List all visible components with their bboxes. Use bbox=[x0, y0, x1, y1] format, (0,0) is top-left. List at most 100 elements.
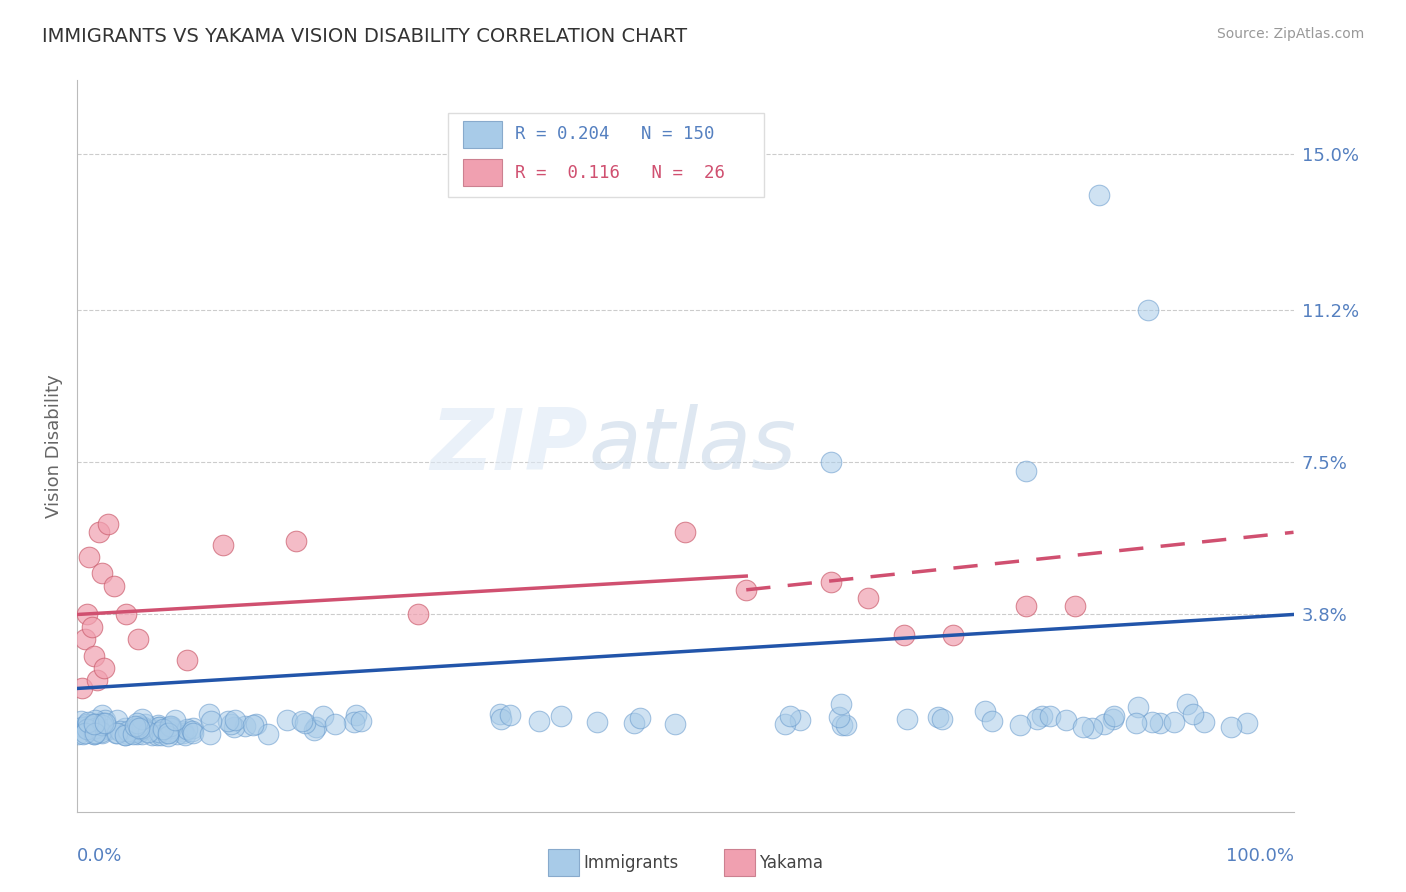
Point bbox=[927, 709, 949, 723]
Point bbox=[276, 714, 298, 728]
Point bbox=[148, 720, 170, 734]
Point bbox=[1194, 714, 1216, 729]
Point bbox=[124, 719, 146, 733]
Point bbox=[72, 727, 94, 741]
Text: Yakama: Yakama bbox=[759, 854, 824, 871]
Point bbox=[163, 713, 186, 727]
Point bbox=[820, 574, 842, 589]
Point bbox=[83, 648, 105, 663]
Point bbox=[285, 533, 308, 548]
Point bbox=[90, 717, 112, 731]
Point bbox=[94, 716, 117, 731]
Point bbox=[1175, 697, 1198, 711]
Point bbox=[122, 727, 145, 741]
Point bbox=[94, 713, 117, 727]
Point bbox=[830, 698, 852, 712]
Point bbox=[79, 719, 101, 733]
Text: Immigrants: Immigrants bbox=[583, 854, 679, 871]
Point bbox=[217, 714, 239, 728]
Text: atlas: atlas bbox=[588, 404, 796, 488]
Point bbox=[1181, 706, 1204, 721]
Point bbox=[127, 632, 149, 647]
Point bbox=[779, 709, 801, 723]
Point bbox=[675, 525, 697, 540]
Point bbox=[294, 716, 316, 731]
Point bbox=[148, 724, 170, 739]
Point bbox=[623, 715, 645, 730]
Point bbox=[124, 721, 146, 735]
Y-axis label: Vision Disability: Vision Disability bbox=[45, 374, 63, 518]
Point bbox=[76, 716, 98, 731]
Point bbox=[233, 719, 256, 733]
Point bbox=[125, 727, 148, 741]
Point bbox=[136, 725, 159, 739]
Point bbox=[527, 714, 550, 729]
Text: Source: ZipAtlas.com: Source: ZipAtlas.com bbox=[1216, 27, 1364, 41]
Point bbox=[1073, 720, 1095, 734]
Point bbox=[219, 717, 242, 731]
Point bbox=[1102, 708, 1125, 723]
Point bbox=[146, 728, 169, 742]
Point bbox=[114, 728, 136, 742]
Point bbox=[87, 724, 110, 739]
Point bbox=[942, 628, 965, 642]
Point bbox=[406, 607, 429, 622]
Point bbox=[117, 724, 139, 739]
Point bbox=[550, 709, 572, 723]
Point bbox=[304, 723, 326, 737]
Text: R =  0.116   N =  26: R = 0.116 N = 26 bbox=[515, 164, 725, 182]
Point bbox=[974, 704, 997, 718]
Point bbox=[1219, 720, 1241, 734]
Point bbox=[488, 706, 510, 721]
Point bbox=[76, 607, 98, 622]
Point bbox=[1031, 709, 1053, 723]
Point bbox=[129, 723, 152, 738]
Point bbox=[1038, 709, 1060, 723]
Point bbox=[1015, 599, 1038, 614]
Point bbox=[499, 707, 522, 722]
Point bbox=[773, 716, 796, 731]
Point bbox=[70, 714, 93, 729]
Point bbox=[981, 714, 1004, 729]
Point bbox=[343, 715, 366, 730]
Point bbox=[157, 725, 180, 739]
Point bbox=[128, 721, 150, 735]
Text: ZIP: ZIP bbox=[430, 404, 588, 488]
Point bbox=[150, 728, 173, 742]
Point bbox=[93, 661, 115, 675]
Point bbox=[141, 728, 163, 742]
Point bbox=[84, 713, 107, 727]
Point bbox=[105, 713, 128, 727]
Point bbox=[323, 716, 346, 731]
Point bbox=[103, 579, 125, 593]
Point bbox=[70, 720, 93, 734]
Point bbox=[1015, 464, 1038, 478]
Point bbox=[172, 726, 194, 740]
Point bbox=[181, 723, 204, 738]
Point bbox=[789, 714, 811, 728]
Point bbox=[76, 723, 98, 737]
Point bbox=[242, 717, 264, 731]
Point bbox=[820, 455, 842, 469]
Point bbox=[127, 725, 149, 739]
Point bbox=[159, 719, 181, 733]
Point bbox=[893, 628, 915, 642]
Point bbox=[166, 727, 188, 741]
Text: 100.0%: 100.0% bbox=[1226, 847, 1294, 865]
Point bbox=[128, 723, 150, 737]
Point bbox=[1128, 699, 1150, 714]
Point bbox=[835, 718, 858, 732]
Point bbox=[105, 726, 128, 740]
Point bbox=[70, 681, 93, 696]
Point bbox=[212, 538, 235, 552]
Point bbox=[143, 723, 166, 737]
Point bbox=[1054, 713, 1077, 727]
Point bbox=[76, 719, 98, 733]
Point bbox=[89, 525, 111, 540]
Point bbox=[131, 712, 153, 726]
Point bbox=[1010, 718, 1032, 732]
Point bbox=[114, 728, 136, 742]
Point bbox=[84, 721, 107, 735]
Point bbox=[79, 549, 101, 564]
Point bbox=[1125, 715, 1147, 730]
